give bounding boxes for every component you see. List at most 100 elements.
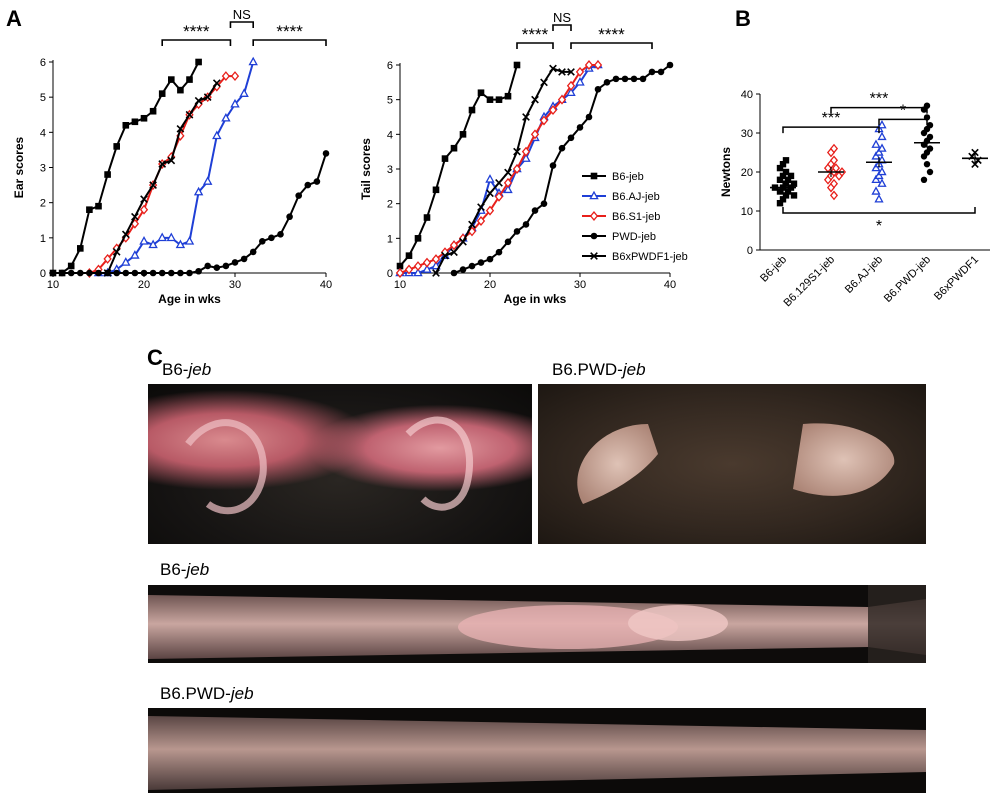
tail-b6-s1-jeb-point (404, 264, 414, 275)
newtons-b6-aj-jeb-point (871, 139, 881, 148)
tail-b6xpwdf1-jeb-point (558, 68, 566, 76)
tail-legend-b6xpwdf1-jeb-marker (590, 252, 598, 260)
tail2-caption: B6.PWD-jeb (160, 684, 254, 703)
tail-b6-s1-jeb-point (593, 60, 603, 70)
ear-b6-jeb-point (131, 118, 139, 126)
newtons-b6xpwdf1-point (971, 148, 979, 157)
newtons-b6-pwd-jeb-point (923, 161, 931, 168)
newtons-b6-jeb-point (779, 196, 787, 203)
newtons-b6-jeb-point (784, 176, 792, 183)
newtons-sig-label: *** (822, 110, 841, 127)
ear-pwd-jeb-point (168, 269, 175, 277)
newtons-b6-jeb-point (776, 200, 784, 207)
tail-legend-pwd-jeb-marker (590, 232, 598, 240)
newtons-sig-bracket (782, 126, 880, 134)
tail-b6-s1-jeb-point (548, 105, 558, 116)
tail-legend-b6-aj-jeb-marker (589, 190, 599, 200)
tail-y-tick-label: 6 (387, 60, 393, 72)
tail-x-tick-label: 20 (484, 279, 496, 291)
ear-x-tick-label: 40 (320, 279, 332, 291)
tail-b6-jeb-point (477, 89, 485, 97)
tail-b6-s1-jeb-point (503, 177, 513, 188)
newtons-b6-aj-jeb-point (874, 170, 884, 180)
newtons-b6-jeb-point (776, 188, 784, 195)
ear-pwd-jeb-point (322, 150, 330, 157)
ear-pwd-jeb-point (158, 269, 166, 277)
tail-b6-jeb-point (441, 155, 449, 162)
ear-pwd-jeb-point (67, 269, 75, 277)
ear-b6-aj-jeb-point (157, 232, 167, 242)
newtons-b6-aj-jeb-point (871, 186, 881, 195)
ear-x-label: Age in wks (158, 292, 221, 306)
newtons-b6-jeb-point (790, 192, 798, 199)
ear-b6-jeb-point (140, 114, 148, 122)
panel-label-c: C (147, 345, 163, 370)
ear-b6-jeb-point (149, 107, 157, 115)
tail-x-tick-label: 30 (574, 279, 586, 291)
ear-pwd-jeb-point (195, 267, 202, 275)
tail-sig-label: **** (598, 25, 625, 44)
tail-pwd-jeb-point (540, 200, 548, 207)
newtons-b6-aj-jeb-point (871, 174, 881, 184)
newtons-b6-jeb-point (782, 168, 790, 176)
tail-b6xpwdf1-jeb-point (531, 95, 539, 104)
ear-b6xpwdf1-jeb-point (185, 110, 194, 119)
ear-sig-bracket (229, 21, 254, 28)
ear-pwd-jeb-point (222, 262, 230, 270)
ear-pwd-jeb-point (277, 231, 284, 238)
ear-b6xpwdf1-jeb-point (203, 93, 212, 102)
ear-photo-b6-pwd-jeb (538, 384, 926, 544)
tail-pwd-jeb-point (531, 207, 539, 214)
tail-b6-jeb-point (504, 92, 512, 100)
tail-b6-s1-jeb-point (566, 80, 576, 91)
newtons-b6-aj-jeb-point (877, 120, 887, 129)
tail-y-tick-label: 0 (387, 268, 393, 280)
tail-x-tick-label: 10 (394, 279, 406, 291)
ear-b6-aj-jeb-point (175, 239, 186, 249)
newtons-y-tick-label: 0 (747, 245, 753, 257)
tail-b6xpwdf1-jeb-point (432, 269, 440, 277)
newtons-b6-aj-jeb-point (874, 194, 884, 203)
tail-b6-s1-jeb-point (395, 268, 405, 278)
tail-y-tick-label: 4 (387, 129, 393, 141)
tail-b6-aj-jeb-point (575, 77, 585, 86)
ear-b6-jeb-point (104, 171, 111, 178)
tail-b6-s1-jeb-point (494, 191, 504, 202)
newtons-b6-jeb-point (779, 161, 787, 168)
tail-y-tick-label: 1 (387, 233, 393, 245)
ear-b6-aj-jeb-point (248, 56, 258, 66)
ear-pwd-jeb-point (286, 213, 293, 221)
ear-b6-aj-jeb-point (202, 176, 213, 185)
newtons-b6-jeb-point (782, 157, 790, 164)
tail-photo-b6-pwd-jeb (148, 708, 926, 793)
newtons-b6-129s1-jeb-point (829, 178, 839, 189)
ear-b6xpwdf1-jeb-point (158, 160, 167, 168)
newtons-sig-bracket (878, 118, 928, 126)
ear-b6-jeb-point (67, 262, 75, 270)
ear-sig-bracket (161, 39, 232, 46)
newtons-b6-pwd-jeb-point (920, 176, 928, 183)
ear-b6-aj-jeb-point (184, 236, 195, 245)
tail-pwd-jeb-point (657, 68, 665, 76)
ear-photo-b6-jeb (148, 384, 532, 544)
newtons-sig-bracket (830, 106, 928, 114)
tail-legend-b6-aj-jeb-label: B6.AJ-jeb (612, 191, 660, 203)
tail-b6-jeb-point (405, 252, 413, 259)
ear-b6xpwdf1-jeb-point (149, 181, 157, 189)
tail-b6xpwdf1-jeb-point (468, 220, 476, 229)
ear-y-tick-label: 0 (40, 268, 46, 280)
panel-label-a: A (6, 6, 22, 31)
newtons-b6-aj-jeb-point (877, 131, 887, 141)
tail-b6-jeb-point (450, 144, 458, 152)
newtons-sig-label: * (876, 218, 882, 235)
ear-b6-jeb-point (177, 86, 184, 94)
tail-pwd-jeb-point (504, 238, 512, 246)
tail-b6xpwdf1-jeb-point (450, 248, 458, 257)
ear-b6xpwdf1-jeb-point (176, 124, 185, 133)
tail-pwd-jeb-point (585, 113, 593, 121)
tail-pwd-jeb-point (639, 75, 647, 83)
tail-pwd-jeb-point (549, 162, 557, 169)
ear-b6-s1-jeb-point (103, 253, 112, 264)
ear-pwd-jeb-point (240, 255, 248, 263)
tail-b6-s1-jeb-point (539, 115, 549, 126)
